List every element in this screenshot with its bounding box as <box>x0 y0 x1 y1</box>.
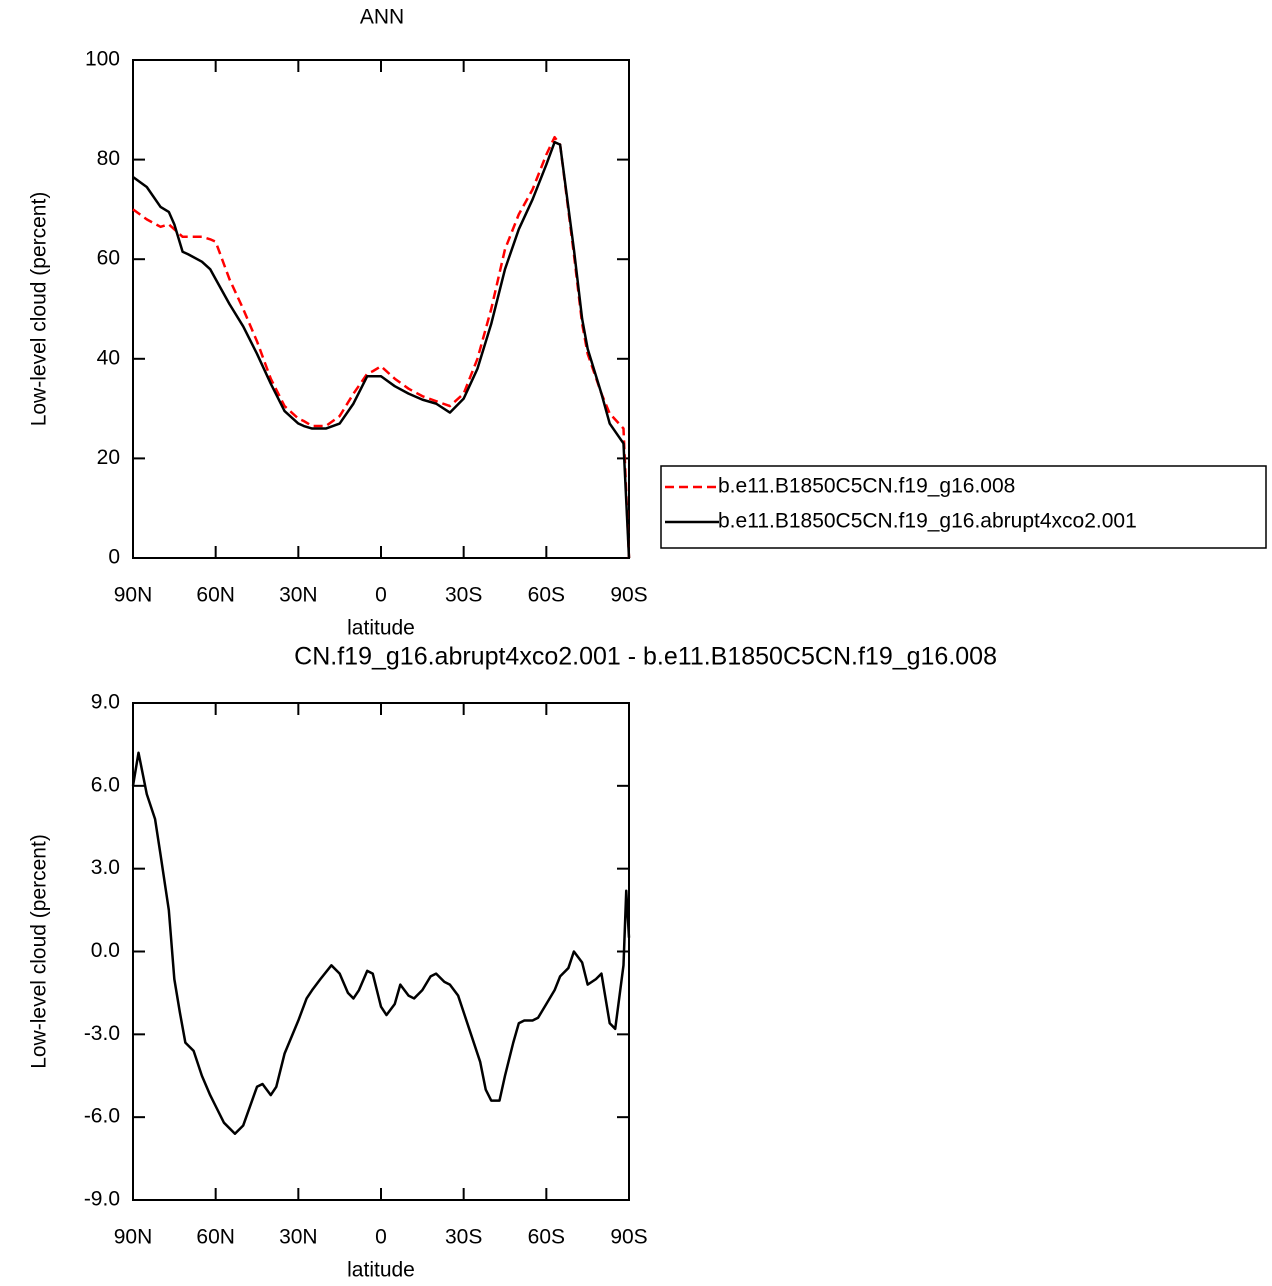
data-line <box>131 751 631 1135</box>
legend-label: b.e11.B1850C5CN.f19_g16.008 <box>718 475 1015 498</box>
y-tick-label: 9.0 <box>91 691 120 714</box>
x-tick-label: 60S <box>528 1226 565 1249</box>
y-tick-label: -9.0 <box>84 1188 120 1211</box>
x-tick-label: 30S <box>445 1226 482 1249</box>
plot-frame <box>132 702 630 1201</box>
chart-title: CN.f19_g16.abrupt4xco2.001 - b.e11.B1850… <box>294 643 997 671</box>
x-tick-label: 90S <box>610 1226 647 1249</box>
y-tick-label: 6.0 <box>91 773 120 796</box>
legend-box <box>660 465 1267 549</box>
y-tick-label: 80 <box>97 147 120 170</box>
x-tick-label: 60S <box>528 584 565 607</box>
data-line <box>132 140 631 559</box>
y-tick-label: 3.0 <box>91 856 120 879</box>
x-tick-label: 90S <box>610 584 647 607</box>
y-tick-label: -6.0 <box>84 1105 120 1128</box>
x-tick-label: 0 <box>375 1226 387 1249</box>
y-tick-label: 100 <box>85 48 120 71</box>
x-tick-label: 30S <box>445 584 482 607</box>
x-axis-label: latitude <box>347 1259 415 1282</box>
x-tick-label: 60N <box>196 1226 235 1249</box>
x-tick-label: 30N <box>279 584 318 607</box>
x-axis-label: latitude <box>347 617 415 640</box>
data-line <box>132 135 631 559</box>
legend-label: b.e11.B1850C5CN.f19_g16.abrupt4xco2.001 <box>718 510 1137 533</box>
y-axis-label: Low-level cloud (percent) <box>28 192 51 427</box>
y-tick-label: 0.0 <box>91 939 120 962</box>
x-tick-label: 90N <box>114 1226 153 1249</box>
x-tick-label: 60N <box>196 584 235 607</box>
y-tick-label: 60 <box>97 247 120 270</box>
y-axis-label: Low-level cloud (percent) <box>28 834 51 1069</box>
x-tick-label: 30N <box>279 1226 318 1249</box>
y-tick-label: 20 <box>97 446 120 469</box>
x-tick-label: 0 <box>375 584 387 607</box>
y-tick-label: 0 <box>108 546 120 569</box>
y-tick-label: -3.0 <box>84 1022 120 1045</box>
plot-frame <box>132 59 630 559</box>
y-tick-label: 40 <box>97 346 120 369</box>
x-tick-label: 90N <box>114 584 153 607</box>
chart-title: ANN <box>360 6 404 29</box>
